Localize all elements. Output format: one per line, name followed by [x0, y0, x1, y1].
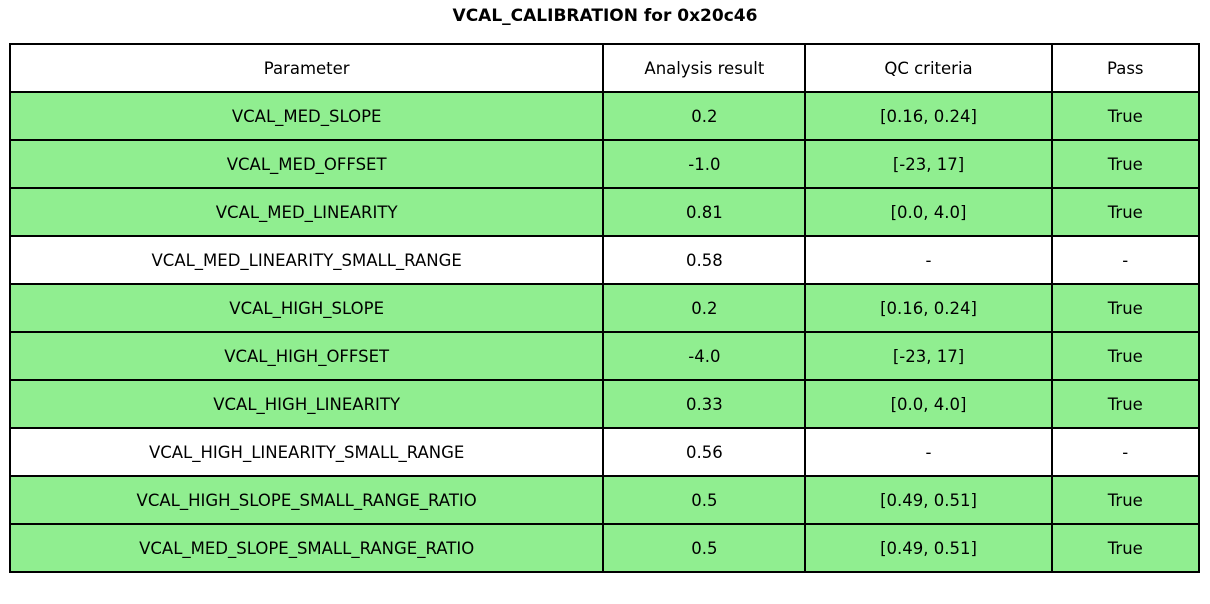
- header-cell-parameter: Parameter: [8, 43, 605, 93]
- cell-qc-criteria: [0.0, 4.0]: [804, 187, 1053, 237]
- cell-qc-criteria: [0.16, 0.24]: [804, 283, 1053, 333]
- cell-pass: True: [1050, 475, 1201, 525]
- cell-qc-criteria: -: [804, 235, 1053, 285]
- cell-analysis-result: 0.33: [602, 379, 807, 429]
- cell-qc-criteria: [0.0, 4.0]: [804, 379, 1053, 429]
- cell-qc-criteria: [-23, 17]: [804, 331, 1053, 381]
- table-row: VCAL_HIGH_SLOPE_SMALL_RANGE_RATIO 0.5 [0…: [8, 475, 1201, 525]
- cell-pass: True: [1050, 283, 1201, 333]
- cell-qc-criteria: [0.49, 0.51]: [804, 475, 1053, 525]
- cell-qc-criteria: [0.49, 0.51]: [804, 523, 1053, 573]
- cell-analysis-result: 0.5: [602, 523, 807, 573]
- cell-parameter: VCAL_MED_OFFSET: [8, 139, 605, 189]
- cell-pass: True: [1050, 187, 1201, 237]
- cell-analysis-result: 0.2: [602, 283, 807, 333]
- cell-parameter: VCAL_HIGH_SLOPE: [8, 283, 605, 333]
- header-cell-pass: Pass: [1050, 43, 1201, 93]
- cell-analysis-result: -4.0: [602, 331, 807, 381]
- cell-qc-criteria: [0.16, 0.24]: [804, 91, 1053, 141]
- cell-parameter: VCAL_MED_LINEARITY_SMALL_RANGE: [8, 235, 605, 285]
- cell-pass: -: [1050, 235, 1201, 285]
- table-row: VCAL_MED_LINEARITY 0.81 [0.0, 4.0] True: [8, 187, 1201, 237]
- table-row: VCAL_MED_OFFSET -1.0 [-23, 17] True: [8, 139, 1201, 189]
- header-cell-analysis-result: Analysis result: [602, 43, 807, 93]
- table-row: VCAL_MED_SLOPE 0.2 [0.16, 0.24] True: [8, 91, 1201, 141]
- table-row: VCAL_MED_SLOPE_SMALL_RANGE_RATIO 0.5 [0.…: [8, 523, 1201, 573]
- cell-parameter: VCAL_MED_LINEARITY: [8, 187, 605, 237]
- cell-analysis-result: 0.56: [602, 427, 807, 477]
- cell-parameter: VCAL_MED_SLOPE_SMALL_RANGE_RATIO: [8, 523, 605, 573]
- table-row: VCAL_HIGH_LINEARITY 0.33 [0.0, 4.0] True: [8, 379, 1201, 429]
- header-cell-qc-criteria: QC criteria: [804, 43, 1053, 93]
- page-title: VCAL_CALIBRATION for 0x20c46: [452, 6, 758, 26]
- cell-pass: True: [1050, 523, 1201, 573]
- table-row: VCAL_HIGH_LINEARITY_SMALL_RANGE 0.56 - -: [8, 427, 1201, 477]
- cell-analysis-result: 0.5: [602, 475, 807, 525]
- cell-pass: True: [1050, 139, 1201, 189]
- cell-pass: True: [1050, 331, 1201, 381]
- cell-qc-criteria: -: [804, 427, 1053, 477]
- cell-parameter: VCAL_HIGH_SLOPE_SMALL_RANGE_RATIO: [8, 475, 605, 525]
- cell-parameter: VCAL_HIGH_LINEARITY_SMALL_RANGE: [8, 427, 605, 477]
- table-row: VCAL_HIGH_SLOPE 0.2 [0.16, 0.24] True: [8, 283, 1201, 333]
- cell-analysis-result: 0.81: [602, 187, 807, 237]
- table-row: VCAL_HIGH_OFFSET -4.0 [-23, 17] True: [8, 331, 1201, 381]
- cell-parameter: VCAL_MED_SLOPE: [8, 91, 605, 141]
- cell-parameter: VCAL_HIGH_OFFSET: [8, 331, 605, 381]
- cell-pass: -: [1050, 427, 1201, 477]
- qc-results-table: Parameter Analysis result QC criteria Pa…: [8, 43, 1201, 573]
- cell-analysis-result: 0.2: [602, 91, 807, 141]
- cell-analysis-result: -1.0: [602, 139, 807, 189]
- cell-pass: True: [1050, 379, 1201, 429]
- cell-pass: True: [1050, 91, 1201, 141]
- cell-qc-criteria: [-23, 17]: [804, 139, 1053, 189]
- table-header-row: Parameter Analysis result QC criteria Pa…: [8, 43, 1201, 93]
- table-row: VCAL_MED_LINEARITY_SMALL_RANGE 0.58 - -: [8, 235, 1201, 285]
- cell-parameter: VCAL_HIGH_LINEARITY: [8, 379, 605, 429]
- cell-analysis-result: 0.58: [602, 235, 807, 285]
